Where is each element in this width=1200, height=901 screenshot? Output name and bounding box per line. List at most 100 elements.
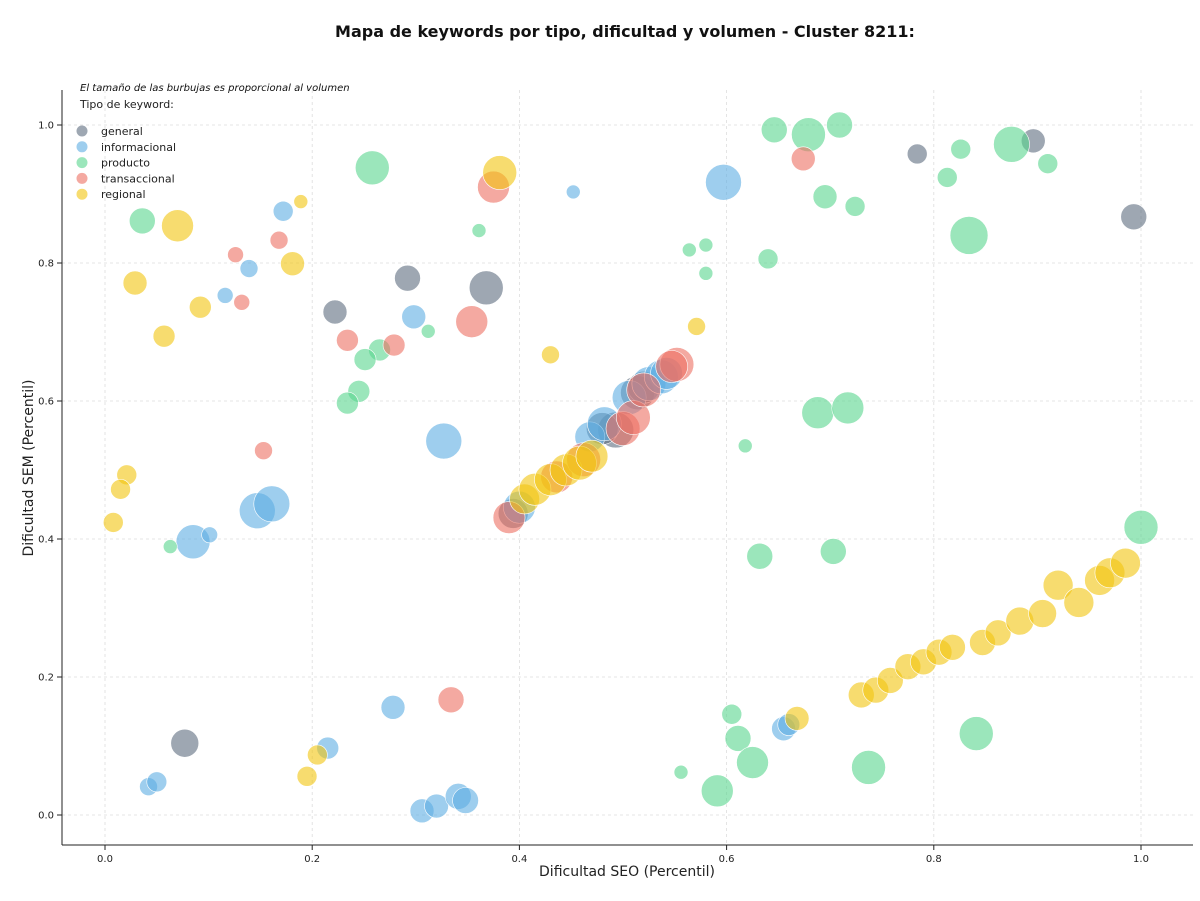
y-tick-label: 0.6 [38,397,54,408]
x-axis-label: Dificultad SEO (Percentil) [539,864,715,880]
bubble-informacional [424,793,449,819]
bubble-producto [958,716,994,751]
y-tick-label: 0.8 [38,259,54,270]
bubble-producto [700,774,734,808]
bubble-producto [698,237,714,253]
bubble-informacional [380,695,406,720]
bubble-informacional [216,287,234,304]
legend-marker-informacional [76,141,88,153]
bubble-regional [296,766,318,787]
bubble-producto [1123,509,1159,545]
bubble-regional [161,209,194,243]
bubble-general [906,143,928,165]
bubbles-layer [102,111,1159,824]
series-regional [102,155,1141,787]
legend-title: Tipo de keyword: [79,98,174,111]
bubble-transaccional [382,333,406,357]
bubble-producto [826,111,853,139]
bubble-producto [336,391,359,415]
bubble-regional [152,324,176,348]
bubble-transaccional [790,146,816,172]
bubble-producto [721,703,743,725]
legend-label-producto: producto [101,157,150,170]
series-producto [128,111,1159,808]
x-tick-label: 0.2 [304,854,320,865]
bubble-producto [831,391,865,425]
bubble-informacional [201,526,218,544]
bubble-producto [737,438,753,454]
bubble-informacional [452,787,479,814]
legend-label-regional: regional [101,188,146,201]
legend-label-informacional: informacional [101,141,176,154]
x-tick-label: 0.8 [926,854,942,865]
bubble-producto [950,138,972,160]
legend-label-transaccional: transaccional [101,172,175,185]
bubble-transaccional [233,294,251,311]
bubble-general [468,270,504,306]
bubble-regional [541,345,560,365]
y-axis-label: Dificultad SEM (Percentil) [21,380,37,557]
bubble-general [1120,203,1148,231]
bubble-regional [1028,599,1057,628]
bubble-regional [307,744,328,766]
x-tick-label: 0.0 [97,854,113,865]
bubble-producto [801,396,835,430]
x-tick-label: 1.0 [1133,854,1149,865]
bubble-producto [757,248,779,270]
bubble-regional [110,479,131,500]
bubble-general [322,299,348,325]
y-tick-label: 0.2 [38,673,54,684]
legend-marker-transaccional [76,172,88,184]
bubble-informacional [239,259,259,278]
bubble-producto [936,167,958,188]
bubble-transaccional [254,441,273,460]
bubble-transaccional [227,246,244,264]
bubble-producto [353,348,377,371]
bubble-general [394,264,421,292]
bubble-regional [939,634,966,661]
bubble-informacional [565,184,581,200]
bubble-regional [189,295,212,319]
bubble-regional [482,155,518,190]
axes [61,90,1193,846]
bubble-transaccional [336,328,359,352]
bubble-regional [1063,587,1095,618]
bubble-transaccional [437,686,465,714]
bubble-producto [1037,153,1059,174]
legend-marker-producto [76,157,88,169]
bubble-informacional [272,200,294,222]
bubble-regional [984,619,1012,647]
bubble-informacional [401,304,427,330]
bubble-regional [575,439,609,473]
bubble-producto [420,324,436,339]
bubble-producto [673,764,689,780]
bubble-regional [280,251,305,276]
bubble-producto [471,223,487,238]
legend-marker-regional [76,188,88,200]
y-tick-label: 0.0 [38,811,54,822]
x-tick-label: 0.6 [719,854,735,865]
bubble-producto [736,746,769,779]
legend: general informacional producto transacciona… [76,125,176,201]
bubble-transaccional [455,305,489,338]
bubble-producto [354,150,390,186]
bubble-informacional [253,485,291,523]
bubble-producto [746,542,774,570]
bubble-producto [993,126,1030,163]
chart-title: Mapa de keywords por tipo, dificultad y … [335,22,915,41]
bubble-producto [844,196,866,217]
bubble-producto [760,116,788,144]
bubble-producto [724,725,752,752]
x-tick-label: 0.4 [511,854,527,865]
bubble-producto [128,207,156,235]
legend-label-general: general [101,125,143,138]
bubble-producto [812,184,838,210]
bubble-producto [162,539,178,554]
bubble-general [170,728,200,758]
y-tick-label: 1.0 [38,121,54,132]
bubble-regional [784,706,810,731]
bubble-transaccional [269,230,289,250]
bubble-informacional [146,771,168,793]
bubble-regional [293,194,309,209]
bubble-producto [949,216,989,255]
